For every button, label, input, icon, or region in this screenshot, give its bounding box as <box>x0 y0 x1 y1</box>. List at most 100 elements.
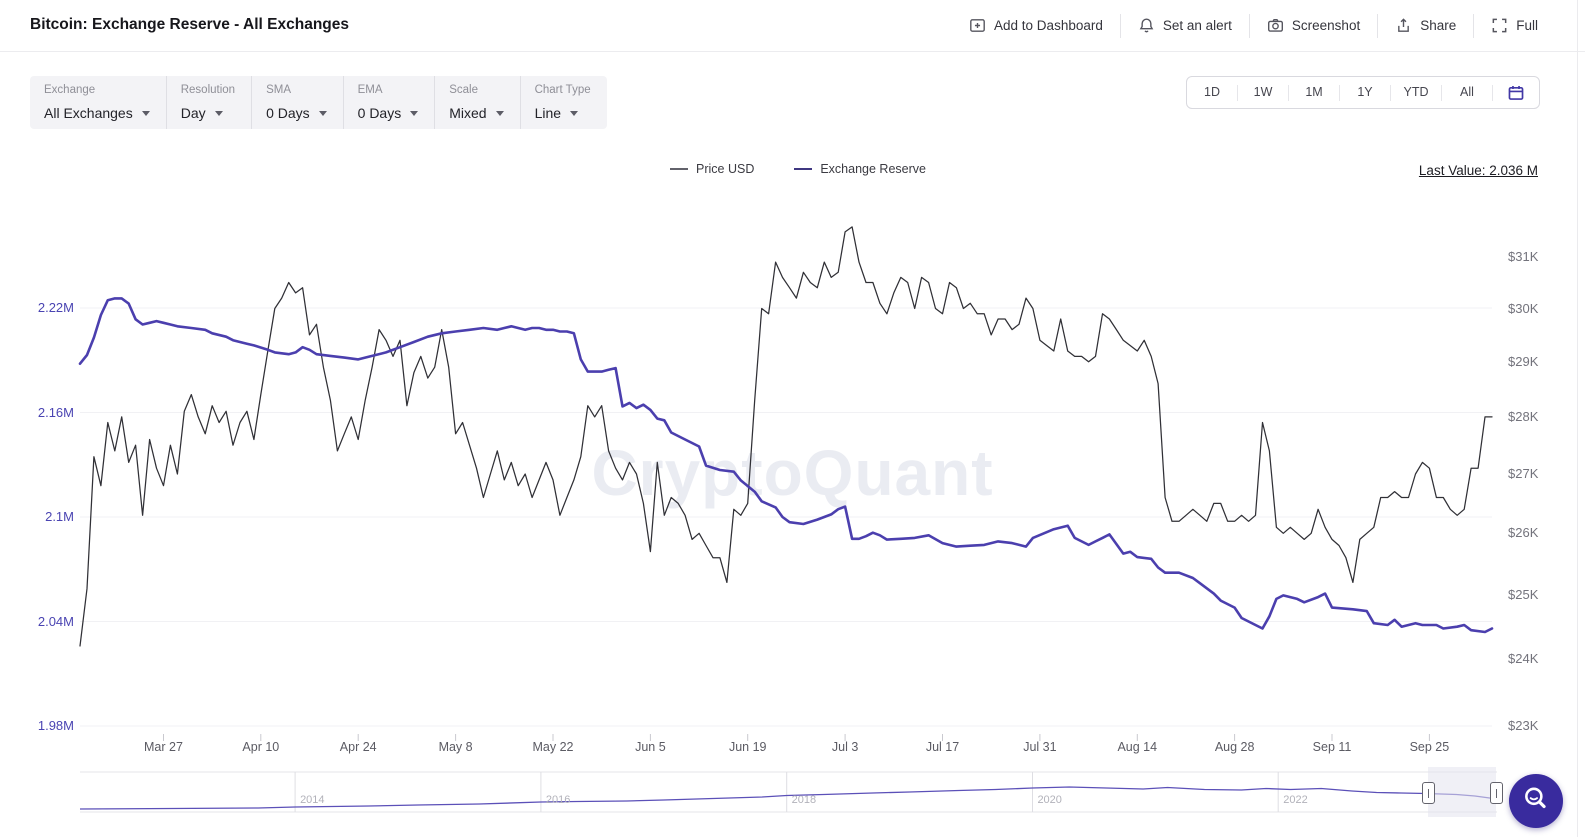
chevron-down-icon <box>318 110 327 116</box>
watermark: CryptoQuant <box>591 437 994 509</box>
legend-swatch <box>794 167 813 171</box>
y-axis-right-label: $25K <box>1508 586 1539 602</box>
y-axis-left-label: 2.16M <box>37 404 74 420</box>
filter-scale[interactable]: Scale Mixed <box>435 76 519 129</box>
chevron-down-icon <box>410 110 419 116</box>
x-axis-label: Jun 5 <box>635 740 666 754</box>
y-axis-left-label: 2.1M <box>45 509 74 524</box>
y-axis-left-label: 2.22M <box>37 300 74 315</box>
divider <box>251 76 253 129</box>
y-axis-right-label: $24K <box>1508 651 1539 667</box>
y-axis-right-label: $23K <box>1508 717 1539 733</box>
divider <box>1237 84 1238 101</box>
filter-value: 0 Days <box>357 105 402 121</box>
y-axis-right-label: $30K <box>1508 300 1539 316</box>
chevron-down-icon <box>495 110 504 116</box>
filter-toolbar: Exchange All Exchanges Resolution Day SMA 0 D… <box>30 76 607 129</box>
divider <box>434 76 436 129</box>
x-axis-label: Jul 31 <box>1023 740 1057 754</box>
filter-ema[interactable]: EMA 0 Days <box>344 76 435 129</box>
divider <box>1390 84 1391 101</box>
minimap-year-label: 2014 <box>300 794 325 806</box>
search-fab[interactable] <box>1509 774 1563 828</box>
range-all[interactable]: All <box>1460 85 1474 99</box>
divider <box>519 76 521 129</box>
legend-item-price-usd[interactable]: Price USD <box>670 162 754 176</box>
filter-label: Exchange <box>44 84 96 96</box>
filter-label: Resolution <box>180 84 236 96</box>
filter-value: All Exchanges <box>44 105 133 121</box>
filter-label: SMA <box>266 84 291 96</box>
magnifier-icon <box>1521 784 1551 819</box>
x-axis-label: May 22 <box>532 740 574 754</box>
range-1w[interactable]: 1W <box>1253 85 1273 99</box>
x-axis-label: Apr 10 <box>242 740 280 754</box>
divider <box>1288 84 1289 101</box>
legend-item-exchange-reserve[interactable]: Exchange Reserve <box>794 162 926 176</box>
range-1d[interactable]: 1D <box>1204 85 1220 99</box>
filter-value: Mixed <box>449 105 487 121</box>
x-axis-label: Sep 11 <box>1312 740 1352 754</box>
y-axis-left-label: 1.98M <box>37 718 74 733</box>
x-axis-label: May 8 <box>438 740 473 754</box>
legend-label: Exchange Reserve <box>820 162 926 176</box>
range-selector: 1D 1W 1M 1Y YTD All <box>1186 76 1540 109</box>
y-axis-right-label: $31K <box>1508 249 1539 264</box>
x-axis-label: Sep 25 <box>1409 740 1450 754</box>
divider <box>1248 13 1250 38</box>
action-full[interactable]: Full <box>1474 0 1555 51</box>
page-right-border <box>1577 0 1578 837</box>
minimap-year-label: 2018 <box>791 794 817 806</box>
action-label: Set an alert <box>1162 18 1232 33</box>
action-label: Screenshot <box>1291 18 1361 33</box>
y-axis-right-label: $29K <box>1508 353 1539 369</box>
chevron-down-icon <box>141 110 150 116</box>
dashboard-add-icon <box>969 17 986 34</box>
y-axis-right-label: $28K <box>1508 408 1539 424</box>
x-axis-label: Apr 24 <box>339 740 377 754</box>
x-axis-label: Mar 27 <box>144 740 183 754</box>
filter-label: Chart Type <box>534 84 591 96</box>
filter-exchange[interactable]: Exchange All Exchanges <box>30 76 166 129</box>
divider <box>1119 13 1121 38</box>
filter-label: Scale <box>449 84 478 96</box>
legend-label: Price USD <box>696 162 755 176</box>
x-axis-label: Aug 14 <box>1117 740 1158 754</box>
action-share[interactable]: Share <box>1378 0 1473 51</box>
filter-chart-type[interactable]: Chart Type Line <box>521 76 607 129</box>
minimap-year-label: 2022 <box>1283 794 1308 806</box>
minimap-handle-left[interactable] <box>1422 782 1435 804</box>
legend-swatch <box>670 167 688 171</box>
filter-label: EMA <box>357 84 383 96</box>
camera-icon <box>1267 17 1284 34</box>
last-value-label: Last Value: 2.036 M <box>1418 163 1538 178</box>
divider <box>1473 13 1475 38</box>
divider <box>1377 13 1379 38</box>
minimap-selection[interactable] <box>1428 767 1496 817</box>
chart-legend: Price USD Exchange Reserve <box>670 162 926 176</box>
action-label: Full <box>1516 18 1538 33</box>
fullscreen-icon <box>1491 17 1508 34</box>
action-add-to-dashboard[interactable]: Add to Dashboard <box>952 0 1120 51</box>
range-1m[interactable]: 1M <box>1305 85 1323 99</box>
divider <box>1492 84 1493 101</box>
range-1y[interactable]: 1Y <box>1357 85 1373 99</box>
action-set-alert[interactable]: Set an alert <box>1121 0 1249 51</box>
filter-resolution[interactable]: Resolution Day <box>167 76 251 129</box>
filter-sma[interactable]: SMA 0 Days <box>252 76 343 129</box>
header-actions: Add to Dashboard Set an alert Screenshot Sh… <box>952 0 1555 51</box>
action-screenshot[interactable]: Screenshot <box>1250 0 1377 51</box>
x-axis-label: Aug 28 <box>1214 740 1255 754</box>
minimap-year-label: 2020 <box>1037 794 1062 806</box>
x-axis-label: Jun 19 <box>728 740 767 754</box>
filter-value: 0 Days <box>266 105 310 121</box>
minimap-handle-right[interactable] <box>1490 782 1503 804</box>
bell-icon <box>1138 17 1155 34</box>
range-ytd[interactable]: YTD <box>1403 85 1429 99</box>
calendar-icon[interactable] <box>1493 84 1539 102</box>
filter-value: Day <box>180 105 206 121</box>
divider <box>165 76 167 129</box>
filter-value: Line <box>534 105 562 121</box>
x-axis-label: Jul 17 <box>925 740 960 754</box>
